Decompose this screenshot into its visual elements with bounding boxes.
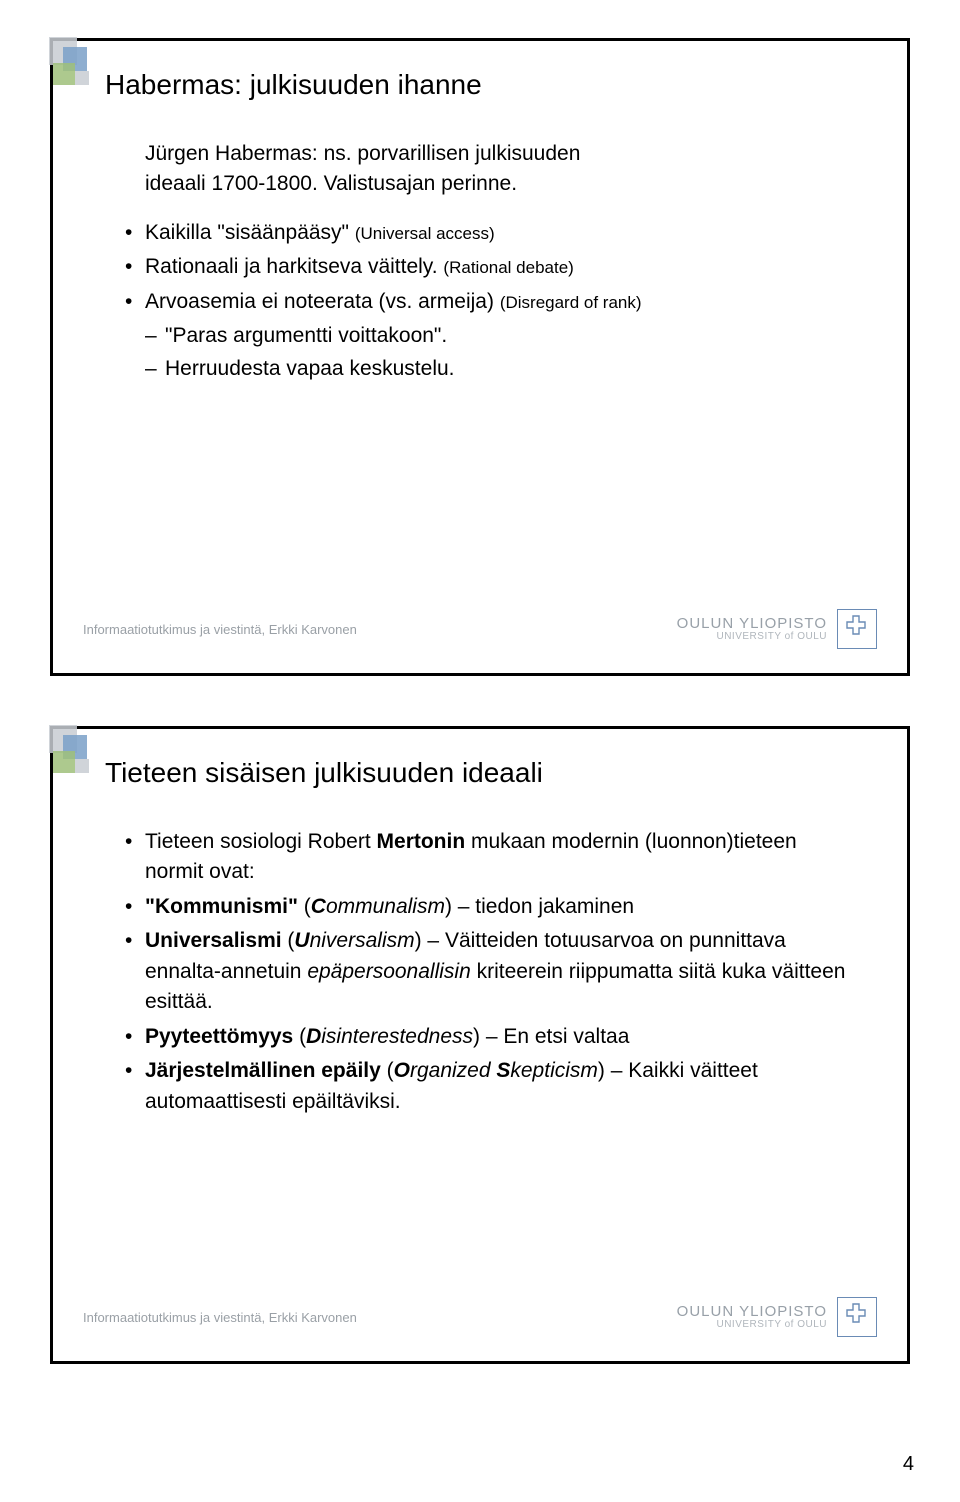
slide-body: Jürgen Habermas: ns. porvarillisen julki… [125,139,853,384]
footer-logo-text: OULUN YLIOPISTO UNIVERSITY of OULU [677,1304,827,1330]
intro-text: Jürgen Habermas: ns. porvarillisen julki… [125,139,853,200]
bullet-item: Rationaali ja harkitseva väittely. (Rati… [125,252,853,282]
t-it: isinterestedness [321,1025,473,1048]
logo-line1: OULUN YLIOPISTO [677,1304,827,1320]
logo-line2: UNIVERSITY of OULU [677,632,827,643]
intro-line2: ideaali 1700-1800. Valistusajan perinne. [145,172,517,195]
bullet-text: Arvoasemia ei noteerata (vs. armeija) [145,290,500,313]
bullet-item: Kaikilla "sisäänpääsy" (Universal access… [125,218,853,248]
sub-text: "Paras argumentti voittakoon". [165,324,447,347]
logo-line2: UNIVERSITY of OULU [677,1320,827,1331]
bullet-item: "Kommunismi" (Communalism) – tiedon jaka… [125,892,853,922]
t-it: ommunalism [326,895,445,918]
t-bold-it: S [496,1059,510,1082]
t: ( [381,1059,394,1082]
corner-decoration [49,37,119,107]
bullet-item: Järjestelmällinen epäily (Organized Skep… [125,1056,853,1117]
t-bold: "Kommunismi" [145,895,298,918]
t-bold: Pyyteettömyys [145,1025,293,1048]
t: ) – tiedon jakaminen [445,895,634,918]
t-bold: Universalismi [145,929,282,952]
bullet-text: Rationaali ja harkitseva väittely. [145,255,443,278]
footer-logo: OULUN YLIOPISTO UNIVERSITY of OULU [677,1297,877,1337]
t-bold: Järjestelmällinen epäily [145,1059,381,1082]
t-bold: Mertonin [377,830,466,853]
intro-line1: Jürgen Habermas: ns. porvarillisen julki… [145,142,580,165]
t-it: niversalism [310,929,415,952]
t: Tieteen sosiologi Robert [145,830,377,853]
bullet-text: Kaikilla "sisäänpääsy" [145,221,355,244]
sub-text: Herruudesta vapaa keskustelu. [165,357,455,380]
t-bold-it: C [311,895,326,918]
footer-logo: OULUN YLIOPISTO UNIVERSITY of OULU [677,609,877,649]
t-it: epäpersoonallisin [307,960,470,983]
slide-footer: Informaatiotutkimus ja viestintä, Erkki … [83,609,877,649]
logo-mark-icon [837,609,877,649]
slide-title: Tieteen sisäisen julkisuuden ideaali [105,757,907,789]
slide-2: Tieteen sisäisen julkisuuden ideaali Tie… [50,726,910,1364]
t: ( [298,895,311,918]
t: ( [293,1025,306,1048]
t-it: kepticism [510,1059,598,1082]
footer-logo-text: OULUN YLIOPISTO UNIVERSITY of OULU [677,616,827,642]
bullet-note: (Disregard of rank) [500,293,642,312]
slide-footer: Informaatiotutkimus ja viestintä, Erkki … [83,1297,877,1337]
bullet-item: Arvoasemia ei noteerata (vs. armeija) (D… [125,287,853,317]
t: ) – En etsi valtaa [473,1025,629,1048]
slide-1: Habermas: julkisuuden ihanne Jürgen Habe… [50,38,910,676]
t-it: rganized [410,1059,496,1082]
bullet-item: Universalismi (Universalism) – Väitteide… [125,926,853,1017]
t-bold-it: U [294,929,309,952]
bullet-note: (Universal access) [355,224,495,243]
footer-text: Informaatiotutkimus ja viestintä, Erkki … [83,622,357,637]
corner-decoration [49,725,119,795]
logo-line1: OULUN YLIOPISTO [677,616,827,632]
slide-body: Tieteen sosiologi Robert Mertonin mukaan… [125,827,853,1117]
t-bold-it: O [394,1059,410,1082]
bullet-item: Pyyteettömyys (Disinterestedness) – En e… [125,1022,853,1052]
footer-text: Informaatiotutkimus ja viestintä, Erkki … [83,1310,357,1325]
t: ( [282,929,295,952]
page-number: 4 [903,1453,914,1476]
bullet-note: (Rational debate) [443,258,573,277]
bullet-item: Tieteen sosiologi Robert Mertonin mukaan… [125,827,853,888]
slide-title: Habermas: julkisuuden ihanne [105,69,907,101]
logo-mark-icon [837,1297,877,1337]
sub-bullet-item: "Paras argumentti voittakoon". [125,321,853,351]
t-bold-it: D [306,1025,321,1048]
sub-bullet-item: Herruudesta vapaa keskustelu. [125,354,853,384]
